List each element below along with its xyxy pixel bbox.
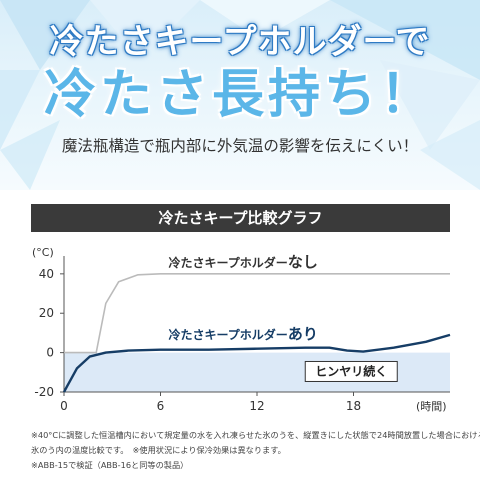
ice-background-graphic — [0, 0, 480, 190]
footnotes: ※40°Cに調整した恒温槽内において規定量の水を入れ凍らせた氷のうを、縦置きにし… — [31, 428, 480, 473]
x-tick-group: 0 6 12 18 — [60, 392, 361, 413]
series-without-holder-label-suffix: なし — [288, 253, 318, 271]
y-tick-label: 40 — [39, 267, 54, 281]
annotation-text: ヒンヤリ続く — [315, 363, 387, 378]
y-tick-label: 0 — [46, 346, 54, 360]
x-tick-label: 6 — [157, 399, 165, 413]
headline-subtext: 魔法瓶構造で瓶内部に外気温の影響を伝えにくい！ — [61, 137, 419, 155]
headline-line1: 冷たさキープホルダーで — [49, 22, 431, 62]
x-tick-label: 0 — [60, 399, 68, 413]
y-tick-group: 40 20 0 -20 — [34, 267, 64, 399]
hero-banner: 冷たさキープホルダーで 冷たさ長持ち！ 魔法瓶構造で瓶内部に外気温の影響を伝えに… — [0, 0, 480, 190]
series-with-holder-line — [62, 333, 451, 393]
series-without-holder-line — [64, 273, 450, 354]
series-with-holder-label-suffix: あり — [288, 325, 318, 343]
x-axis-unit: (時間) — [416, 400, 447, 413]
graph-header: 冷たさキープ比較グラフ — [31, 204, 450, 232]
series-without-holder-label-prefix: 冷たさキープホルダー — [169, 255, 288, 270]
series-with-holder-label: 冷たさキープホルダーあり — [169, 325, 318, 343]
annotation-box — [304, 360, 398, 382]
footnote-line: ※ABB-15で検証（ABB-16と同等の製品） — [31, 460, 189, 470]
series-without-holder-label: 冷たさキープホルダーなし — [169, 253, 318, 271]
x-tick-label: 12 — [249, 399, 264, 413]
series-with-holder-label-prefix: 冷たさキープホルダー — [169, 327, 288, 342]
headline-line2: 冷たさ長持ち！ — [43, 65, 436, 125]
x-tick-label: 18 — [346, 399, 361, 413]
y-axis-unit: (°C) — [32, 246, 54, 259]
y-tick-label: -20 — [34, 385, 54, 399]
footnote-line: 氷のう内の温度比較です。 ※使用状況により保冷効果は異なります。 — [31, 445, 286, 455]
footnote-line: ※40°Cに調整した恒温槽内において規定量の水を入れ凍らせた氷のうを、縦置きにし… — [31, 430, 480, 440]
y-tick-label: 20 — [39, 306, 54, 320]
